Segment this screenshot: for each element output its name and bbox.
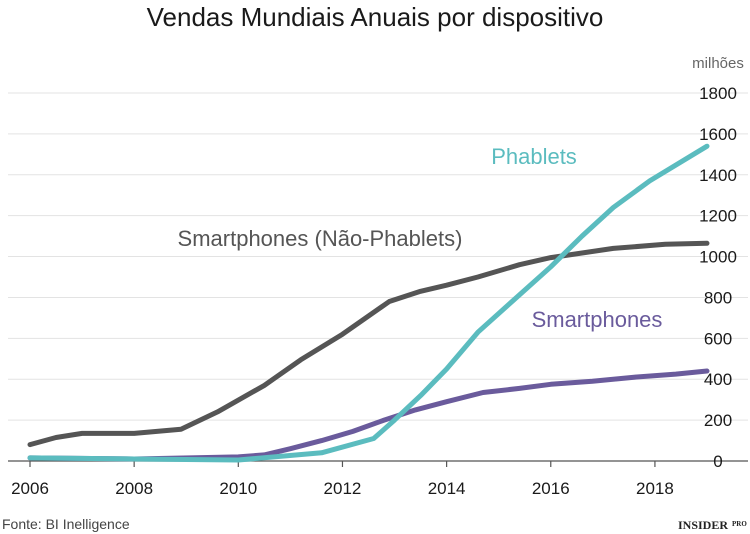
series-lines	[27, 143, 710, 463]
y-tick-label: 0	[713, 452, 722, 471]
x-tick-label: 2008	[115, 479, 153, 498]
y-tick-label: 1400	[699, 166, 737, 185]
series-label: Phablets	[491, 144, 577, 169]
y-tick-label: 1000	[699, 248, 737, 267]
series-label: Smartphones	[532, 307, 663, 332]
x-tick-label: 2006	[11, 479, 49, 498]
y-axis-unit: milhões	[692, 55, 744, 72]
chart-title: Vendas Mundiais Anuais por dispositivo	[147, 2, 604, 32]
y-tick-label: 1200	[699, 207, 737, 226]
series-line-smartphones-n-o-phablets	[27, 240, 710, 448]
x-tick-label: 2010	[219, 479, 257, 498]
x-tick-label: 2016	[532, 479, 570, 498]
y-axis-ticks: 0 200 400 600 800 1000 1200 1400 1600 1800	[699, 84, 737, 471]
logo-sub: PRO	[732, 520, 747, 528]
source-note: Fonte: BI Inelligence	[2, 516, 130, 532]
x-tick-label: 2012	[324, 479, 362, 498]
insider-pro-logo: INSIDER PRO	[678, 518, 747, 532]
y-tick-label: 600	[704, 329, 732, 348]
x-tick-label: 2014	[428, 479, 466, 498]
series-line-smartphones	[27, 368, 710, 462]
y-tick-label: 200	[704, 411, 732, 430]
gridlines	[8, 92, 748, 462]
x-axis-ticks: 2006 2008 2010 2012 2014 2016 2018	[11, 461, 674, 498]
logo-main: INSIDER	[678, 518, 728, 532]
series-labels: Phablets Smartphones (Não-Phablets) Smartp…	[178, 144, 663, 332]
series-line-phablets	[27, 143, 710, 463]
y-tick-label: 1600	[699, 125, 737, 144]
x-tick-label: 2018	[636, 479, 674, 498]
series-label: Smartphones (Não-Phablets)	[178, 226, 463, 251]
y-tick-label: 1800	[699, 84, 737, 103]
y-tick-label: 800	[704, 288, 732, 307]
y-tick-label: 400	[704, 370, 732, 389]
